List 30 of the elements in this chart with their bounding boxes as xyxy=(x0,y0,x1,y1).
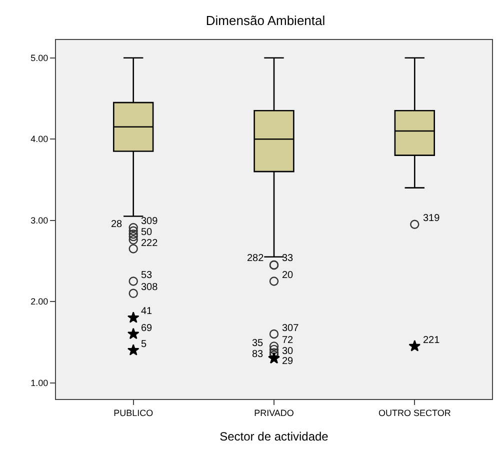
annotation: 319 xyxy=(423,213,440,224)
annotation: 53 xyxy=(141,270,153,281)
chart-title: Dimensão Ambiental xyxy=(206,12,326,28)
y-tick-label: 2.00 xyxy=(30,296,48,307)
x-axis-title: Sector de actividade xyxy=(220,430,329,444)
annotation: 33 xyxy=(282,253,294,264)
x-tick-label: PRIVADO xyxy=(254,408,294,418)
y-tick-label: 3.00 xyxy=(30,215,48,226)
annotation: 307 xyxy=(282,323,300,334)
annotation: 41 xyxy=(141,306,153,317)
annotation: 5 xyxy=(141,339,147,350)
annotation: 69 xyxy=(141,323,153,334)
y-tick-label: 4.00 xyxy=(30,134,48,144)
annotation: 29 xyxy=(282,356,294,367)
annotation: 20 xyxy=(282,270,294,281)
annotation: 83 xyxy=(252,349,264,360)
annotation: 221 xyxy=(423,335,440,346)
x-tick-label: PUBLICO xyxy=(114,408,154,418)
y-tick-label: 5.00 xyxy=(30,53,48,64)
annotation: 30 xyxy=(282,346,294,357)
annotation: 308 xyxy=(141,282,158,293)
annotation: 309 xyxy=(141,216,158,227)
annotation: 50 xyxy=(141,227,153,238)
annotation: 282 xyxy=(247,253,264,264)
y-tick-label: 1.00 xyxy=(30,378,48,388)
annotation: 35 xyxy=(252,338,264,349)
annotation: 72 xyxy=(282,335,294,346)
annotation: 222 xyxy=(141,238,158,249)
x-tick-label: OUTRO SECTOR xyxy=(378,408,452,418)
annotation: 28 xyxy=(111,219,123,230)
